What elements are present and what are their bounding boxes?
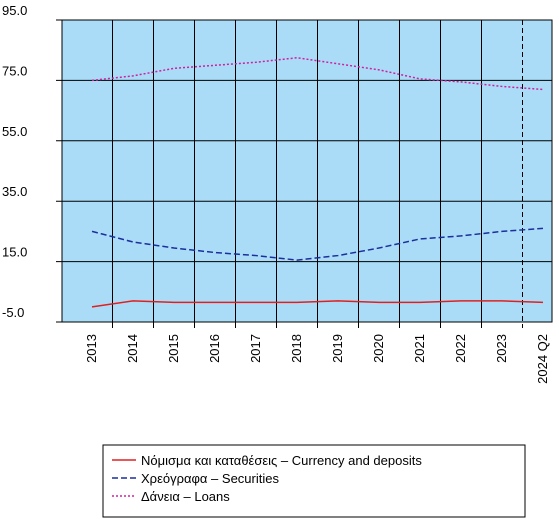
x-tick-label: 2013 [84, 334, 99, 363]
x-tick-label: 2024 Q2 [535, 334, 550, 384]
x-tick-label: 2016 [207, 334, 222, 363]
legend-box [102, 444, 526, 518]
line-series [91, 227, 544, 261]
legend-label: Νόμισμα και καταθέσεις – Currency and de… [141, 453, 422, 468]
y-tick-label: 75.0 [2, 63, 27, 78]
y-tick-label: 55.0 [2, 124, 27, 139]
x-tick-label: 2020 [371, 334, 386, 363]
y-tick-label: 35.0 [2, 184, 27, 199]
legend-label: Δάνεια – Loans [141, 489, 230, 504]
y-tick-label: -5.0 [2, 305, 24, 320]
legend-label: Χρεόγραφα – Securities [141, 471, 279, 486]
x-tick-label: 2021 [412, 334, 427, 363]
plot-area [61, 19, 553, 323]
x-tick-label: 2017 [248, 334, 263, 363]
x-tick-label: 2015 [166, 334, 181, 363]
x-tick-label: 2022 [453, 334, 468, 363]
y-tick-label: 15.0 [2, 245, 27, 260]
y-tick-label: 95.0 [2, 3, 27, 18]
x-tick-label: 2019 [330, 334, 345, 363]
x-tick-label: 2018 [289, 334, 304, 363]
line-series [91, 300, 544, 308]
x-tick-label: 2014 [125, 334, 140, 363]
x-tick-label: 2023 [494, 334, 509, 363]
